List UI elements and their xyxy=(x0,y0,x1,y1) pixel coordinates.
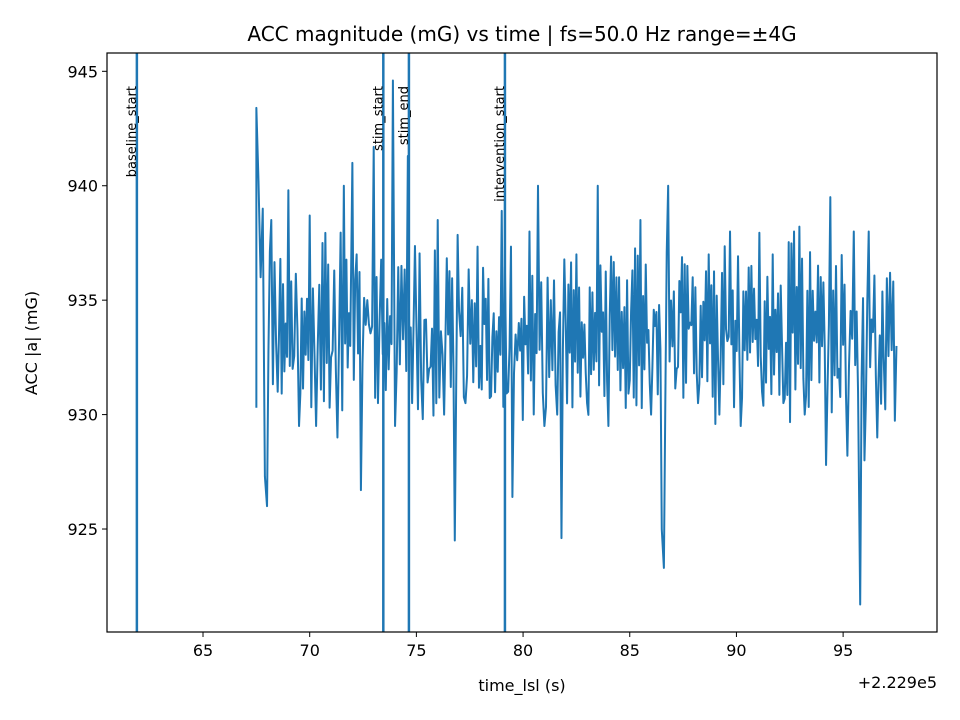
x-axis-offset-label: +2.229e5 xyxy=(858,673,937,692)
x-axis-label: time_lsl (s) xyxy=(478,676,565,696)
event-label-stim-start: stim_start xyxy=(371,86,386,151)
x-tick-label: 65 xyxy=(193,641,213,660)
x-axis: 65 70 75 80 85 90 95 xyxy=(193,632,853,660)
y-tick-label: 930 xyxy=(67,406,98,425)
chart-title: ACC magnitude (mG) vs time | fs=50.0 Hz … xyxy=(247,22,796,46)
series-line-acc-magnitude xyxy=(255,79,898,606)
x-tick-label: 70 xyxy=(300,641,320,660)
x-tick-label: 80 xyxy=(513,641,533,660)
x-tick-label: 85 xyxy=(620,641,640,660)
event-label-stim-end: stim_end xyxy=(397,86,412,145)
y-tick-label: 935 xyxy=(67,291,98,310)
event-markers: baseline_start stim_start stim_end interven… xyxy=(125,53,508,632)
y-tick-label: 925 xyxy=(67,520,98,539)
x-tick-label: 90 xyxy=(726,641,746,660)
y-axis: 925 930 935 940 945 xyxy=(67,62,107,539)
event-label-intervention-start: intervention_start xyxy=(493,86,508,202)
event-label-baseline-start: baseline_start xyxy=(125,86,140,177)
x-tick-label: 95 xyxy=(833,641,853,660)
series-layer xyxy=(255,79,898,606)
plot-frame xyxy=(106,52,938,633)
plot-area: baseline_start stim_start stim_end interven… xyxy=(106,52,938,633)
y-tick-label: 945 xyxy=(67,62,98,81)
y-axis-label: ACC |a| (mG) xyxy=(22,291,41,395)
x-tick-label: 75 xyxy=(406,641,426,660)
y-tick-label: 940 xyxy=(67,177,98,196)
